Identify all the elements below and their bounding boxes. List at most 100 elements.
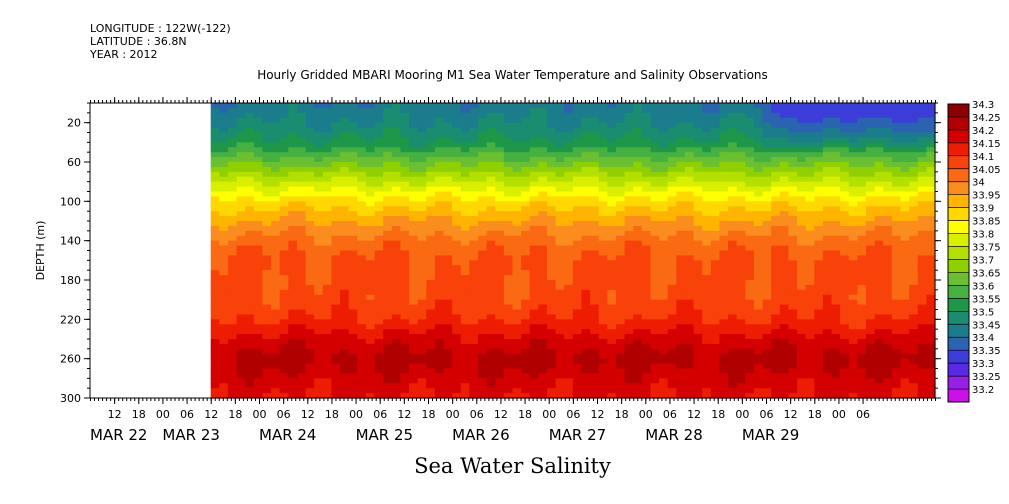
- heatmap-cell: [883, 240, 893, 247]
- heatmap-cell: [840, 157, 850, 163]
- heatmap-cell: [728, 206, 738, 212]
- heatmap-cell: [736, 373, 746, 379]
- heatmap-cell: [546, 299, 557, 306]
- heatmap-cell: [633, 255, 643, 261]
- heatmap-cell: [417, 142, 427, 148]
- heatmap-cell: [322, 304, 333, 311]
- heatmap-cell: [762, 225, 772, 232]
- heatmap-cell: [503, 225, 514, 232]
- heatmap-cell: [348, 250, 358, 257]
- heatmap-cell: [478, 196, 488, 202]
- heatmap-cell: [271, 122, 281, 129]
- heatmap-cell: [495, 132, 505, 139]
- heatmap-cell: [710, 343, 721, 350]
- heatmap-cell: [538, 314, 548, 320]
- heatmap-cell: [866, 289, 876, 296]
- heatmap-cell: [219, 201, 229, 207]
- heatmap-cell: [469, 260, 479, 266]
- heatmap-cell: [279, 284, 289, 291]
- heatmap-cell: [564, 245, 574, 252]
- heatmap-cell: [331, 275, 341, 281]
- heatmap-cell: [581, 265, 591, 271]
- heatmap-cell: [357, 314, 367, 320]
- heatmap-cell: [702, 373, 712, 379]
- heatmap-cell: [909, 383, 919, 389]
- heatmap-cell: [331, 152, 341, 158]
- heatmap-cell: [478, 206, 488, 212]
- heatmap-cell: [400, 304, 410, 311]
- heatmap-cell: [598, 147, 608, 153]
- heatmap-cell: [426, 142, 436, 148]
- heatmap-cell: [805, 270, 815, 276]
- heatmap-cell: [495, 348, 505, 355]
- heatmap-cell: [348, 388, 358, 394]
- heatmap-cell: [581, 147, 591, 153]
- heatmap-cell: [227, 319, 238, 325]
- heatmap-cell: [598, 117, 608, 124]
- heatmap-cell: [753, 230, 764, 237]
- heatmap-cell: [340, 235, 350, 242]
- heatmap-cell: [900, 196, 910, 202]
- heatmap-cell: [822, 383, 833, 389]
- heatmap-cell: [521, 289, 531, 296]
- heatmap-cell: [460, 176, 470, 183]
- heatmap-cell: [857, 186, 867, 193]
- heatmap-cell: [546, 122, 557, 129]
- heatmap-cell: [762, 107, 772, 114]
- heatmap-cell: [357, 166, 367, 173]
- heatmap-cell: [546, 363, 557, 370]
- heatmap-cell: [357, 348, 367, 355]
- heatmap-cell: [728, 255, 738, 261]
- heatmap-cell: [296, 378, 307, 384]
- heatmap-cell: [857, 299, 867, 306]
- heatmap-cell: [615, 309, 626, 316]
- heatmap-cell: [374, 255, 384, 261]
- heatmap-cell: [719, 275, 729, 281]
- heatmap-cell: [460, 373, 470, 379]
- heatmap-cell: [391, 230, 402, 237]
- heatmap-cell: [296, 299, 307, 306]
- heatmap-cell: [840, 270, 850, 276]
- heatmap-cell: [227, 250, 238, 257]
- heatmap-cell: [374, 235, 384, 242]
- heatmap-cell: [693, 107, 703, 114]
- heatmap-cell: [633, 162, 643, 168]
- heatmap-cell: [745, 294, 755, 301]
- heatmap-cell: [227, 393, 238, 399]
- heatmap-cell: [771, 255, 781, 261]
- heatmap-cell: [736, 171, 746, 178]
- heatmap-cell: [383, 309, 393, 316]
- heatmap-cell: [900, 324, 910, 330]
- heatmap-cell: [314, 250, 324, 257]
- heatmap-cell: [529, 368, 539, 375]
- heatmap-cell: [529, 117, 539, 124]
- heatmap-cell: [538, 348, 548, 355]
- heatmap-cell: [659, 324, 669, 330]
- heatmap-cell: [857, 275, 867, 281]
- heatmap-cell: [857, 250, 867, 257]
- heatmap-cell: [840, 275, 850, 281]
- heatmap-cell: [883, 152, 893, 158]
- heatmap-cell: [805, 284, 815, 291]
- heatmap-cell: [409, 112, 419, 119]
- heatmap-cell: [478, 103, 488, 109]
- heatmap-cell: [426, 294, 436, 301]
- heatmap-cell: [788, 388, 798, 394]
- heatmap-cell: [305, 196, 315, 202]
- heatmap-cell: [443, 270, 453, 276]
- heatmap-cell: [607, 275, 617, 281]
- heatmap-cell: [503, 127, 514, 134]
- heatmap-cell: [564, 225, 574, 232]
- heatmap-cell: [288, 339, 298, 345]
- heatmap-cell: [831, 201, 841, 207]
- heatmap-cell: [883, 127, 893, 134]
- heatmap-cell: [659, 343, 669, 350]
- heatmap-cell: [745, 147, 755, 153]
- heatmap-cell: [262, 132, 272, 139]
- heatmap-cell: [822, 201, 833, 207]
- heatmap-cell: [469, 343, 479, 350]
- heatmap-cell: [305, 211, 315, 217]
- heatmap-cell: [391, 216, 402, 222]
- heatmap-cell: [848, 206, 858, 212]
- heatmap-cell: [253, 334, 264, 340]
